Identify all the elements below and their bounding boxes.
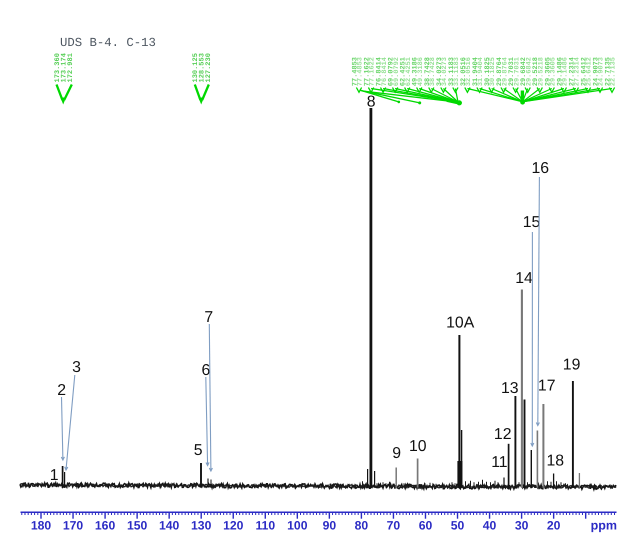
svg-text:29.8764: 29.8764 (501, 57, 509, 86)
svg-text:25.6412: 25.6412 (580, 57, 588, 86)
svg-text:13: 13 (501, 380, 519, 397)
svg-text:77.4853: 77.4853 (357, 57, 365, 86)
svg-text:50: 50 (451, 518, 465, 532)
svg-text:29.6842: 29.6842 (520, 57, 528, 86)
svg-text:1: 1 (50, 467, 59, 484)
svg-text:33.1183: 33.1183 (453, 57, 461, 86)
svg-text:120: 120 (223, 518, 244, 532)
svg-text:172.981: 172.981 (67, 53, 75, 82)
svg-text:19: 19 (563, 357, 581, 374)
svg-text:69.0792: 69.0792 (393, 57, 401, 86)
svg-text:76.8414: 76.8414 (381, 57, 389, 86)
svg-text:34.0273: 34.0273 (436, 57, 444, 86)
svg-text:2: 2 (57, 382, 66, 399)
svg-text:130: 130 (191, 518, 212, 532)
svg-text:32.0516: 32.0516 (465, 57, 473, 86)
svg-text:9: 9 (392, 445, 401, 462)
svg-text:170: 170 (63, 518, 84, 532)
svg-text:29.5218: 29.5218 (532, 57, 540, 86)
svg-text:10: 10 (409, 438, 427, 455)
svg-text:30.1825: 30.1825 (484, 57, 492, 86)
svg-text:17: 17 (538, 378, 556, 395)
svg-text:24.9073: 24.9073 (598, 57, 606, 86)
svg-text:29.7031: 29.7031 (513, 57, 521, 86)
svg-text:49.3186: 49.3186 (412, 57, 420, 86)
svg-text:25.6412: 25.6412 (586, 57, 594, 86)
svg-text:173.174: 173.174 (60, 53, 68, 82)
svg-text:32.0516: 32.0516 (460, 57, 468, 86)
svg-text:127.230: 127.230 (205, 53, 213, 82)
svg-text:10A: 10A (446, 315, 475, 332)
svg-text:38.7428: 38.7428 (424, 57, 432, 86)
svg-text:27.2314: 27.2314 (568, 57, 576, 86)
svg-text:49.3186: 49.3186 (417, 57, 425, 86)
svg-text:62.4251: 62.4251 (405, 57, 413, 86)
svg-text:29.3605: 29.3605 (544, 57, 552, 86)
svg-text:22.7135: 22.7135 (610, 57, 618, 86)
svg-text:40: 40 (483, 518, 497, 532)
svg-text:80: 80 (355, 518, 369, 532)
svg-text:38.7428: 38.7428 (429, 57, 437, 86)
svg-text:5: 5 (194, 442, 203, 459)
svg-text:27.2314: 27.2314 (574, 57, 582, 86)
svg-text:29.1486: 29.1486 (562, 57, 570, 86)
svg-text:31.9404: 31.9404 (472, 57, 480, 86)
svg-text:29.8764: 29.8764 (496, 57, 504, 86)
svg-text:70: 70 (387, 518, 401, 532)
svg-text:173.360: 173.360 (54, 53, 62, 82)
svg-text:77.1622: 77.1622 (369, 57, 377, 86)
svg-text:22.7135: 22.7135 (605, 57, 613, 86)
svg-text:34.0273: 34.0273 (441, 57, 449, 86)
svg-text:160: 160 (95, 518, 116, 532)
svg-text:30.1825: 30.1825 (489, 57, 497, 86)
svg-text:29.1486: 29.1486 (556, 57, 564, 86)
svg-text:6: 6 (202, 362, 211, 379)
svg-text:30: 30 (515, 518, 529, 532)
svg-text:77.4853: 77.4853 (352, 57, 360, 86)
svg-text:29.5218: 29.5218 (537, 57, 545, 86)
svg-text:24.9073: 24.9073 (593, 57, 601, 86)
svg-text:20: 20 (547, 518, 561, 532)
svg-text:UDS B-4. C-13: UDS B-4. C-13 (60, 36, 156, 50)
svg-text:100: 100 (287, 518, 308, 532)
svg-text:29.6842: 29.6842 (525, 57, 533, 86)
svg-text:18: 18 (547, 453, 565, 470)
svg-text:31.9404: 31.9404 (477, 57, 485, 86)
svg-text:150: 150 (127, 518, 148, 532)
svg-text:69.0792: 69.0792 (388, 57, 396, 86)
svg-text:7: 7 (204, 309, 213, 326)
svg-text:11: 11 (491, 454, 508, 471)
svg-text:110: 110 (255, 518, 275, 532)
svg-text:33.1183: 33.1183 (448, 57, 456, 86)
svg-text:77.1622: 77.1622 (364, 57, 372, 86)
svg-text:29.3605: 29.3605 (550, 57, 558, 86)
svg-text:140: 140 (159, 518, 180, 532)
svg-text:130.125: 130.125 (192, 53, 200, 82)
svg-text:8: 8 (367, 94, 376, 111)
svg-text:76.8414: 76.8414 (376, 57, 384, 86)
svg-text:180: 180 (31, 518, 52, 532)
svg-text:ppm: ppm (591, 518, 617, 532)
svg-text:15: 15 (523, 214, 541, 231)
svg-text:90: 90 (323, 518, 337, 532)
svg-text:14: 14 (515, 270, 533, 287)
svg-text:128.553: 128.553 (198, 53, 206, 82)
svg-text:12: 12 (494, 426, 512, 443)
svg-text:29.7031: 29.7031 (508, 57, 516, 86)
svg-text:16: 16 (532, 160, 550, 177)
svg-text:60: 60 (419, 518, 433, 532)
svg-text:3: 3 (72, 359, 81, 376)
svg-text:62.4251: 62.4251 (400, 57, 408, 86)
